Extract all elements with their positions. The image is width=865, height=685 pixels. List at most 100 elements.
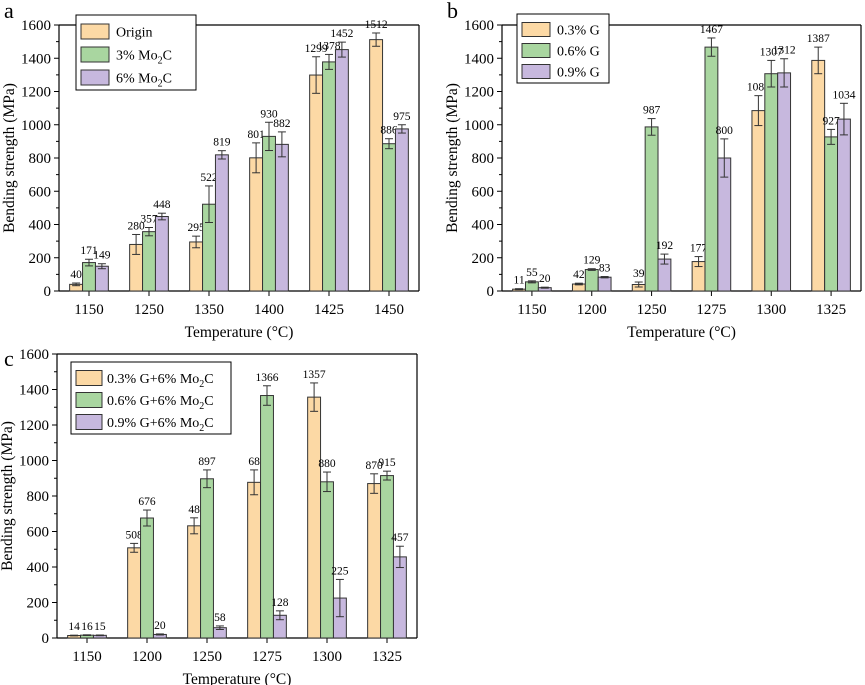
data-label: 42 [573, 269, 585, 281]
data-label: 870 [365, 460, 383, 472]
panel-label-c: c [4, 346, 14, 371]
bar [717, 157, 732, 292]
y-tick-label: 600 [29, 184, 52, 200]
x-tick-label: 1200 [132, 649, 162, 665]
y-tick-label: 1600 [19, 347, 49, 363]
bar [127, 547, 142, 639]
legend-label: 0.6% G+6% Mo2C [107, 394, 214, 412]
data-label: 676 [138, 496, 156, 508]
legend-label-subscript: 2 [199, 379, 204, 390]
legend-label-subscript: 2 [158, 56, 163, 67]
y-tick-label: 600 [472, 184, 495, 200]
legend-label-subscript: 2 [199, 401, 204, 412]
data-label: 16 [81, 621, 93, 633]
bar [392, 556, 407, 639]
bar [140, 517, 154, 639]
y-tick-label: 800 [29, 151, 52, 167]
legend-label-main: 6% Mo [116, 72, 158, 87]
x-axis-title: Temperature (°C) [627, 324, 736, 341]
y-tick-label: 1000 [21, 118, 51, 134]
data-label: 20 [154, 620, 166, 632]
panel-b-chart: b 0 200 400 600 800 1000 1200 1400 1600 1150 1200 12… [444, 0, 862, 341]
data-label: 20 [539, 273, 551, 285]
bar [777, 72, 792, 292]
bar [394, 128, 409, 292]
y-tick-label: 600 [27, 525, 50, 541]
bar [154, 216, 169, 292]
data-label: 448 [153, 199, 171, 211]
bar [380, 475, 394, 639]
data-label: 83 [599, 263, 611, 275]
bar [189, 241, 204, 292]
x-tick-label: 1275 [696, 302, 726, 318]
legend-label-tail: C [204, 416, 213, 431]
data-label: 128 [271, 597, 289, 609]
data-label: 39 [633, 268, 645, 280]
data-label: 1034 [832, 89, 855, 101]
data-label: 171 [80, 245, 98, 257]
legend-label-main: 0.6% G+6% Mo [107, 394, 199, 409]
y-tick-label: 1000 [19, 454, 49, 470]
bar [247, 481, 262, 639]
bar [274, 143, 289, 292]
data-label: 1366 [256, 372, 279, 384]
legend-label-main: 0.9% G+6% Mo [107, 416, 199, 431]
data-label: 1357 [303, 369, 326, 381]
data-label: 68 [248, 456, 260, 468]
data-label: 522 [200, 172, 218, 184]
x-tick-label: 1150 [72, 649, 101, 665]
legend-label: Origin [116, 26, 153, 41]
data-label: 295 [187, 222, 205, 234]
y-tick-label: 400 [29, 218, 52, 234]
data-label: 1307 [760, 46, 783, 58]
bar [82, 262, 96, 292]
y-tick-label: 400 [472, 218, 495, 234]
data-label: 882 [273, 118, 291, 130]
y-tick-label: 1600 [21, 18, 51, 34]
bar [751, 110, 766, 292]
legend-label: 0.3% G+6% Mo2C [107, 372, 214, 390]
data-label: 55 [526, 267, 538, 279]
data-label: 1452 [330, 28, 353, 40]
legend-label-main: Origin [116, 26, 153, 41]
y-tick-label: 0 [487, 284, 495, 300]
bar [320, 481, 334, 639]
legend-label-main: 0.9% G [557, 66, 600, 81]
bar [322, 61, 336, 292]
data-label: 897 [198, 456, 216, 468]
legend-label-tail: C [204, 372, 213, 387]
y-tick-label: 1400 [464, 51, 494, 67]
legend-swatch [521, 64, 551, 79]
bar [307, 396, 322, 639]
x-tick-label: 1250 [134, 302, 164, 318]
bar [187, 525, 202, 639]
y-tick-label: 0 [44, 284, 52, 300]
data-label: 1387 [807, 33, 830, 45]
x-tick-label: 1425 [314, 302, 344, 318]
x-tick-label: 1400 [254, 302, 284, 318]
legend-label: 0.9% G [557, 66, 600, 81]
bar [811, 59, 826, 292]
y-tick-label: 800 [472, 151, 495, 167]
bar [367, 483, 382, 639]
legend-swatch [80, 23, 110, 40]
data-label: 1467 [700, 24, 723, 36]
data-label: 225 [331, 565, 349, 577]
legend-label: 6% Mo2C [116, 72, 172, 90]
x-tick-label: 1300 [312, 649, 342, 665]
legend-swatch [75, 414, 103, 430]
panel-label-a: a [4, 0, 14, 23]
data-label: 886 [380, 125, 398, 137]
y-tick-label: 1600 [464, 18, 494, 34]
legend-swatch [80, 69, 110, 86]
x-tick-label: 1275 [252, 649, 282, 665]
data-label: 1512 [365, 19, 388, 31]
legend-label: 0.6% G [557, 45, 600, 60]
data-label: 880 [318, 458, 336, 470]
y-tick-label: 200 [472, 251, 495, 267]
data-label: 1312 [773, 45, 796, 57]
data-label: 357 [140, 213, 158, 225]
x-tick-label: 1250 [192, 649, 222, 665]
data-label: 1299 [305, 43, 328, 55]
